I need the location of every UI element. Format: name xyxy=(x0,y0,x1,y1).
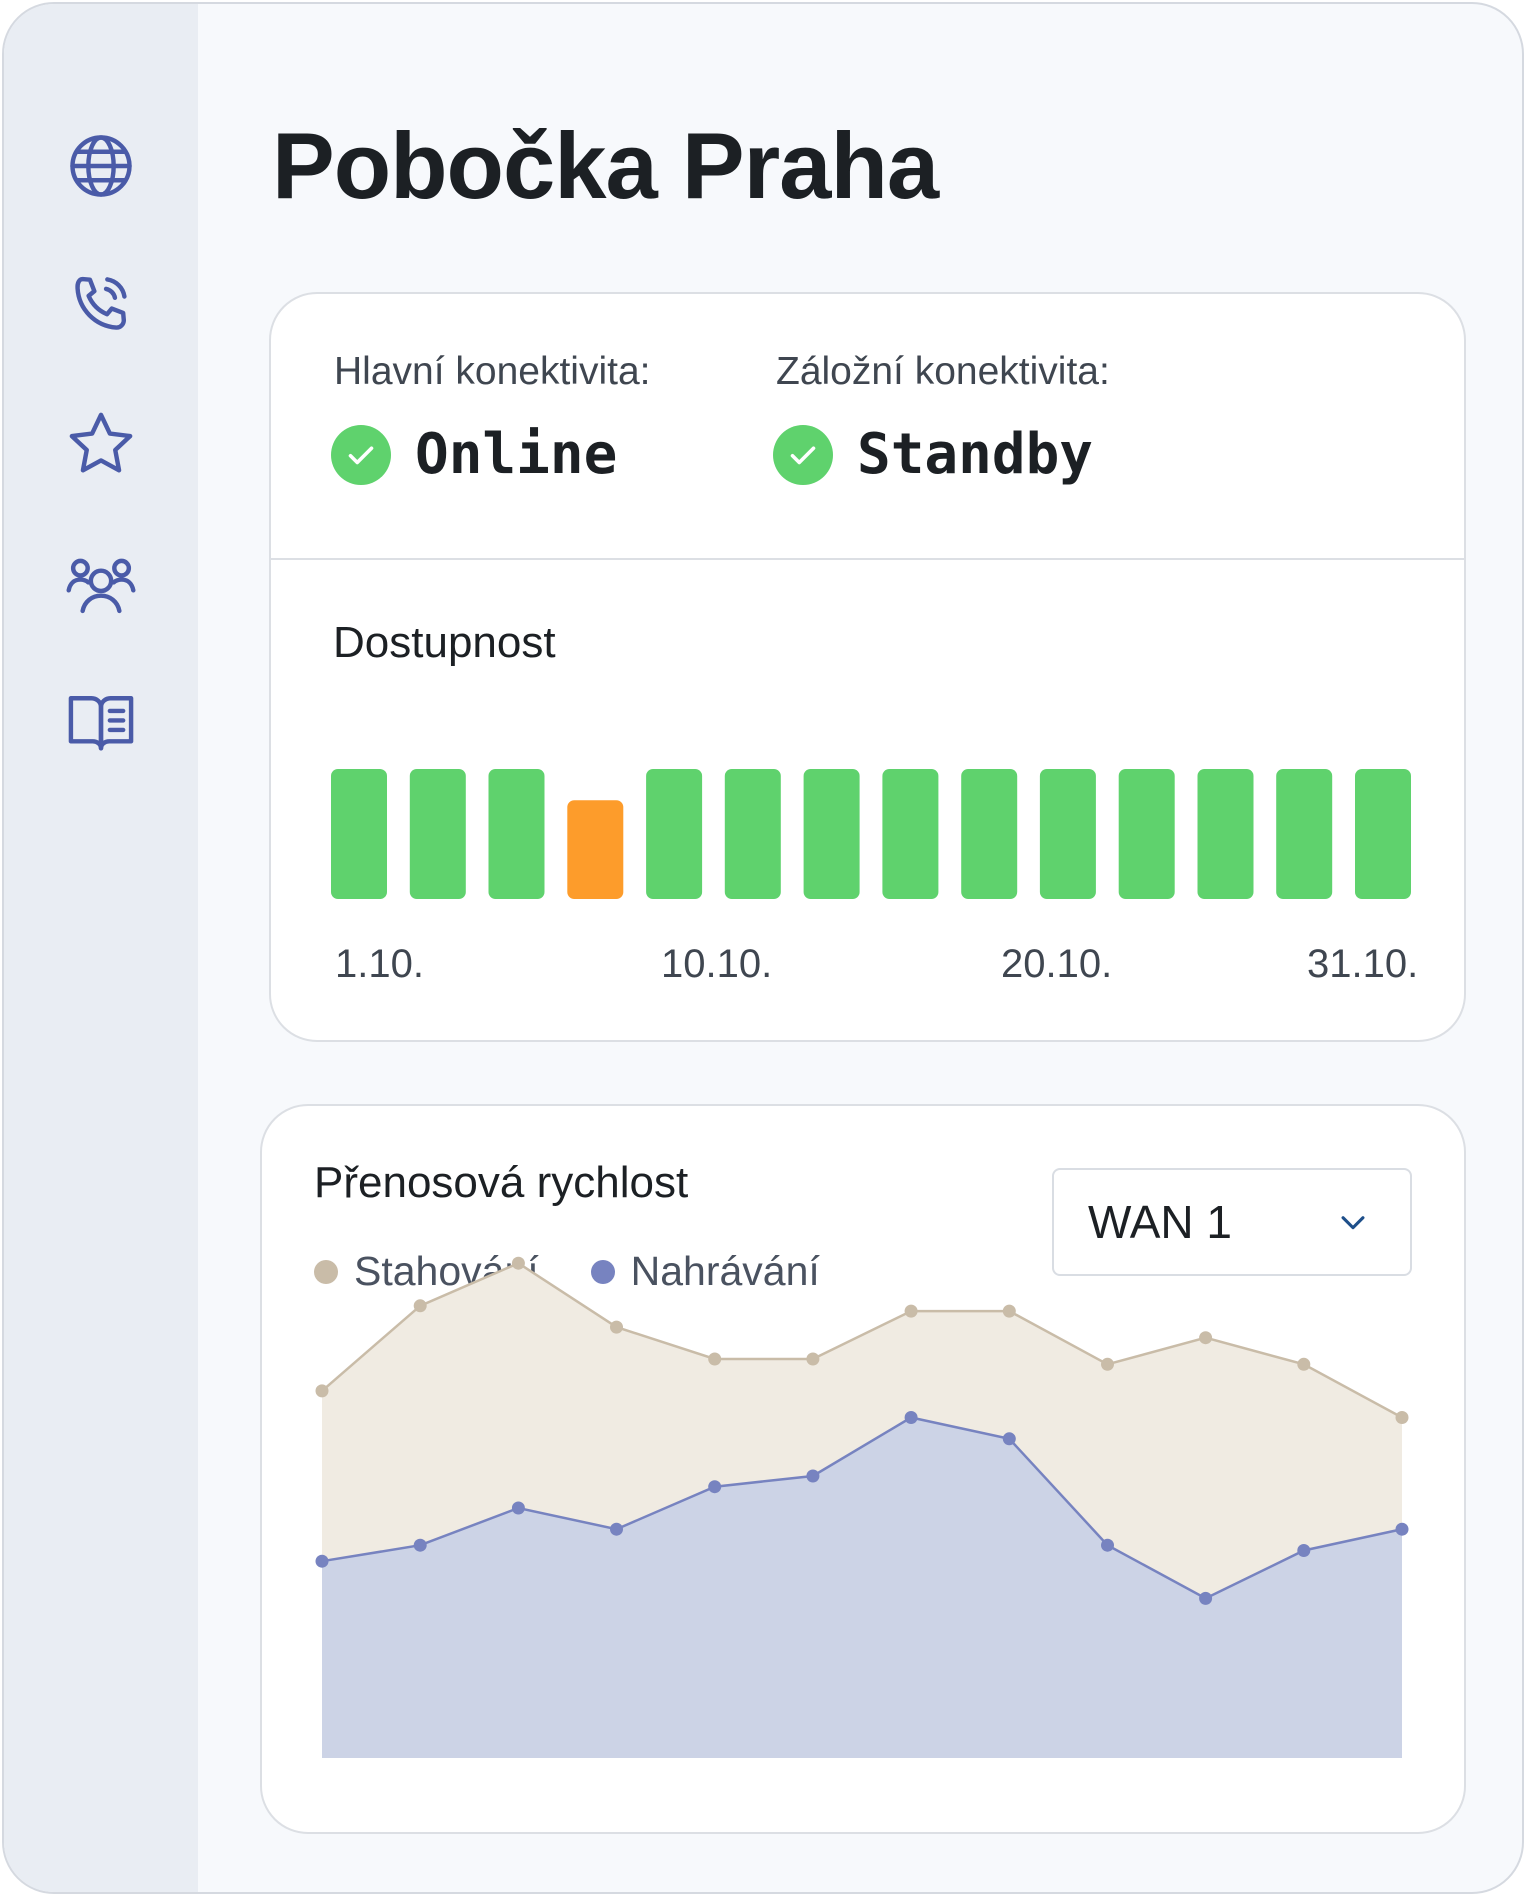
sidebar-item-book[interactable] xyxy=(61,682,141,762)
wan-select[interactable]: WAN 1 xyxy=(1052,1168,1412,1276)
backup-connectivity-status: Standby xyxy=(773,422,1093,487)
line-download xyxy=(321,1261,1403,1419)
phone-icon xyxy=(75,276,127,330)
sidebar-item-phone[interactable] xyxy=(61,266,141,346)
main-connectivity-status: Online xyxy=(331,422,617,487)
availability-bar xyxy=(1197,769,1254,899)
point-upload xyxy=(315,1554,329,1568)
tick-label-end: 31.10. xyxy=(1307,942,1419,986)
legend-dot-download xyxy=(314,1259,338,1284)
main-connectivity-value: Online xyxy=(415,422,618,487)
point-upload xyxy=(1199,1591,1213,1605)
point-download xyxy=(1199,1331,1213,1345)
point-upload xyxy=(708,1480,722,1494)
tick-label-20: 20.10. xyxy=(1001,942,1113,986)
chevron-down-icon xyxy=(1341,1216,1365,1230)
availability-bar xyxy=(1039,769,1096,899)
point-download xyxy=(1297,1357,1311,1371)
sidebar-item-globe[interactable] xyxy=(61,126,141,206)
wan-select-value: WAN 1 xyxy=(1088,1196,1232,1248)
availability-bar xyxy=(961,769,1018,899)
tick-label-start: 1.10. xyxy=(335,942,424,986)
card-divider xyxy=(271,558,1464,560)
availability-bar xyxy=(882,769,939,899)
availability-chart xyxy=(331,769,1411,899)
point-upload xyxy=(413,1538,427,1552)
globe-icon xyxy=(70,135,132,197)
speed-card: Přenosová rychlost Stahování Nahrávání W… xyxy=(260,1104,1466,1834)
availability-bar xyxy=(1276,769,1333,899)
point-upload xyxy=(1297,1544,1311,1557)
line-upload xyxy=(321,1416,1403,1600)
point-download xyxy=(413,1299,427,1313)
backup-connectivity-value: Standby xyxy=(857,422,1094,487)
availability-bar xyxy=(331,769,387,899)
check-circle-icon xyxy=(331,424,391,485)
point-upload xyxy=(1395,1522,1409,1536)
point-upload xyxy=(1002,1432,1016,1446)
book-icon xyxy=(68,696,134,751)
sidebar xyxy=(4,4,198,1892)
connectivity-card: Hlavní konektivita: Online Záložní konek… xyxy=(269,292,1466,1042)
legend-item-upload: Nahrávání xyxy=(590,1248,820,1295)
availability-bar xyxy=(488,769,545,899)
backup-connectivity-label: Záložní konektivita: xyxy=(776,350,1110,393)
point-download xyxy=(315,1384,329,1398)
point-download xyxy=(511,1256,525,1270)
speed-title: Přenosová rychlost xyxy=(314,1158,689,1207)
point-download xyxy=(904,1304,918,1318)
legend-label-upload: Nahrávání xyxy=(630,1248,820,1294)
point-upload xyxy=(1101,1538,1114,1552)
area-upload xyxy=(322,1417,1402,1758)
star-icon xyxy=(69,412,133,473)
availability-bar xyxy=(567,800,624,899)
tick-label-10: 10.10. xyxy=(661,942,773,986)
availability-bar xyxy=(803,769,860,899)
availability-bar xyxy=(646,769,703,899)
availability-bar xyxy=(1355,769,1411,899)
point-download xyxy=(708,1352,722,1366)
availability-title: Dostupnost xyxy=(333,618,556,667)
check-circle-icon xyxy=(773,424,833,485)
availability-bar xyxy=(724,769,781,899)
point-upload xyxy=(610,1522,623,1536)
point-upload xyxy=(511,1501,525,1515)
point-download xyxy=(1101,1357,1114,1371)
availability-bar xyxy=(409,769,466,899)
users-icon xyxy=(66,558,136,614)
availability-bar xyxy=(1118,769,1175,899)
point-download xyxy=(806,1352,820,1366)
main-connectivity-label: Hlavní konektivita: xyxy=(334,350,651,393)
point-download xyxy=(610,1320,623,1334)
speed-legend: Stahování Nahrávání xyxy=(314,1248,820,1295)
point-download xyxy=(1002,1304,1016,1318)
speed-chart xyxy=(315,1256,1409,1758)
sidebar-item-users[interactable] xyxy=(61,544,141,624)
legend-dot-upload xyxy=(590,1259,615,1284)
point-upload xyxy=(806,1469,820,1483)
sidebar-item-star[interactable] xyxy=(61,404,141,484)
page-title: Pobočka Praha xyxy=(272,113,939,218)
point-upload xyxy=(904,1411,918,1424)
point-download xyxy=(1395,1411,1409,1424)
